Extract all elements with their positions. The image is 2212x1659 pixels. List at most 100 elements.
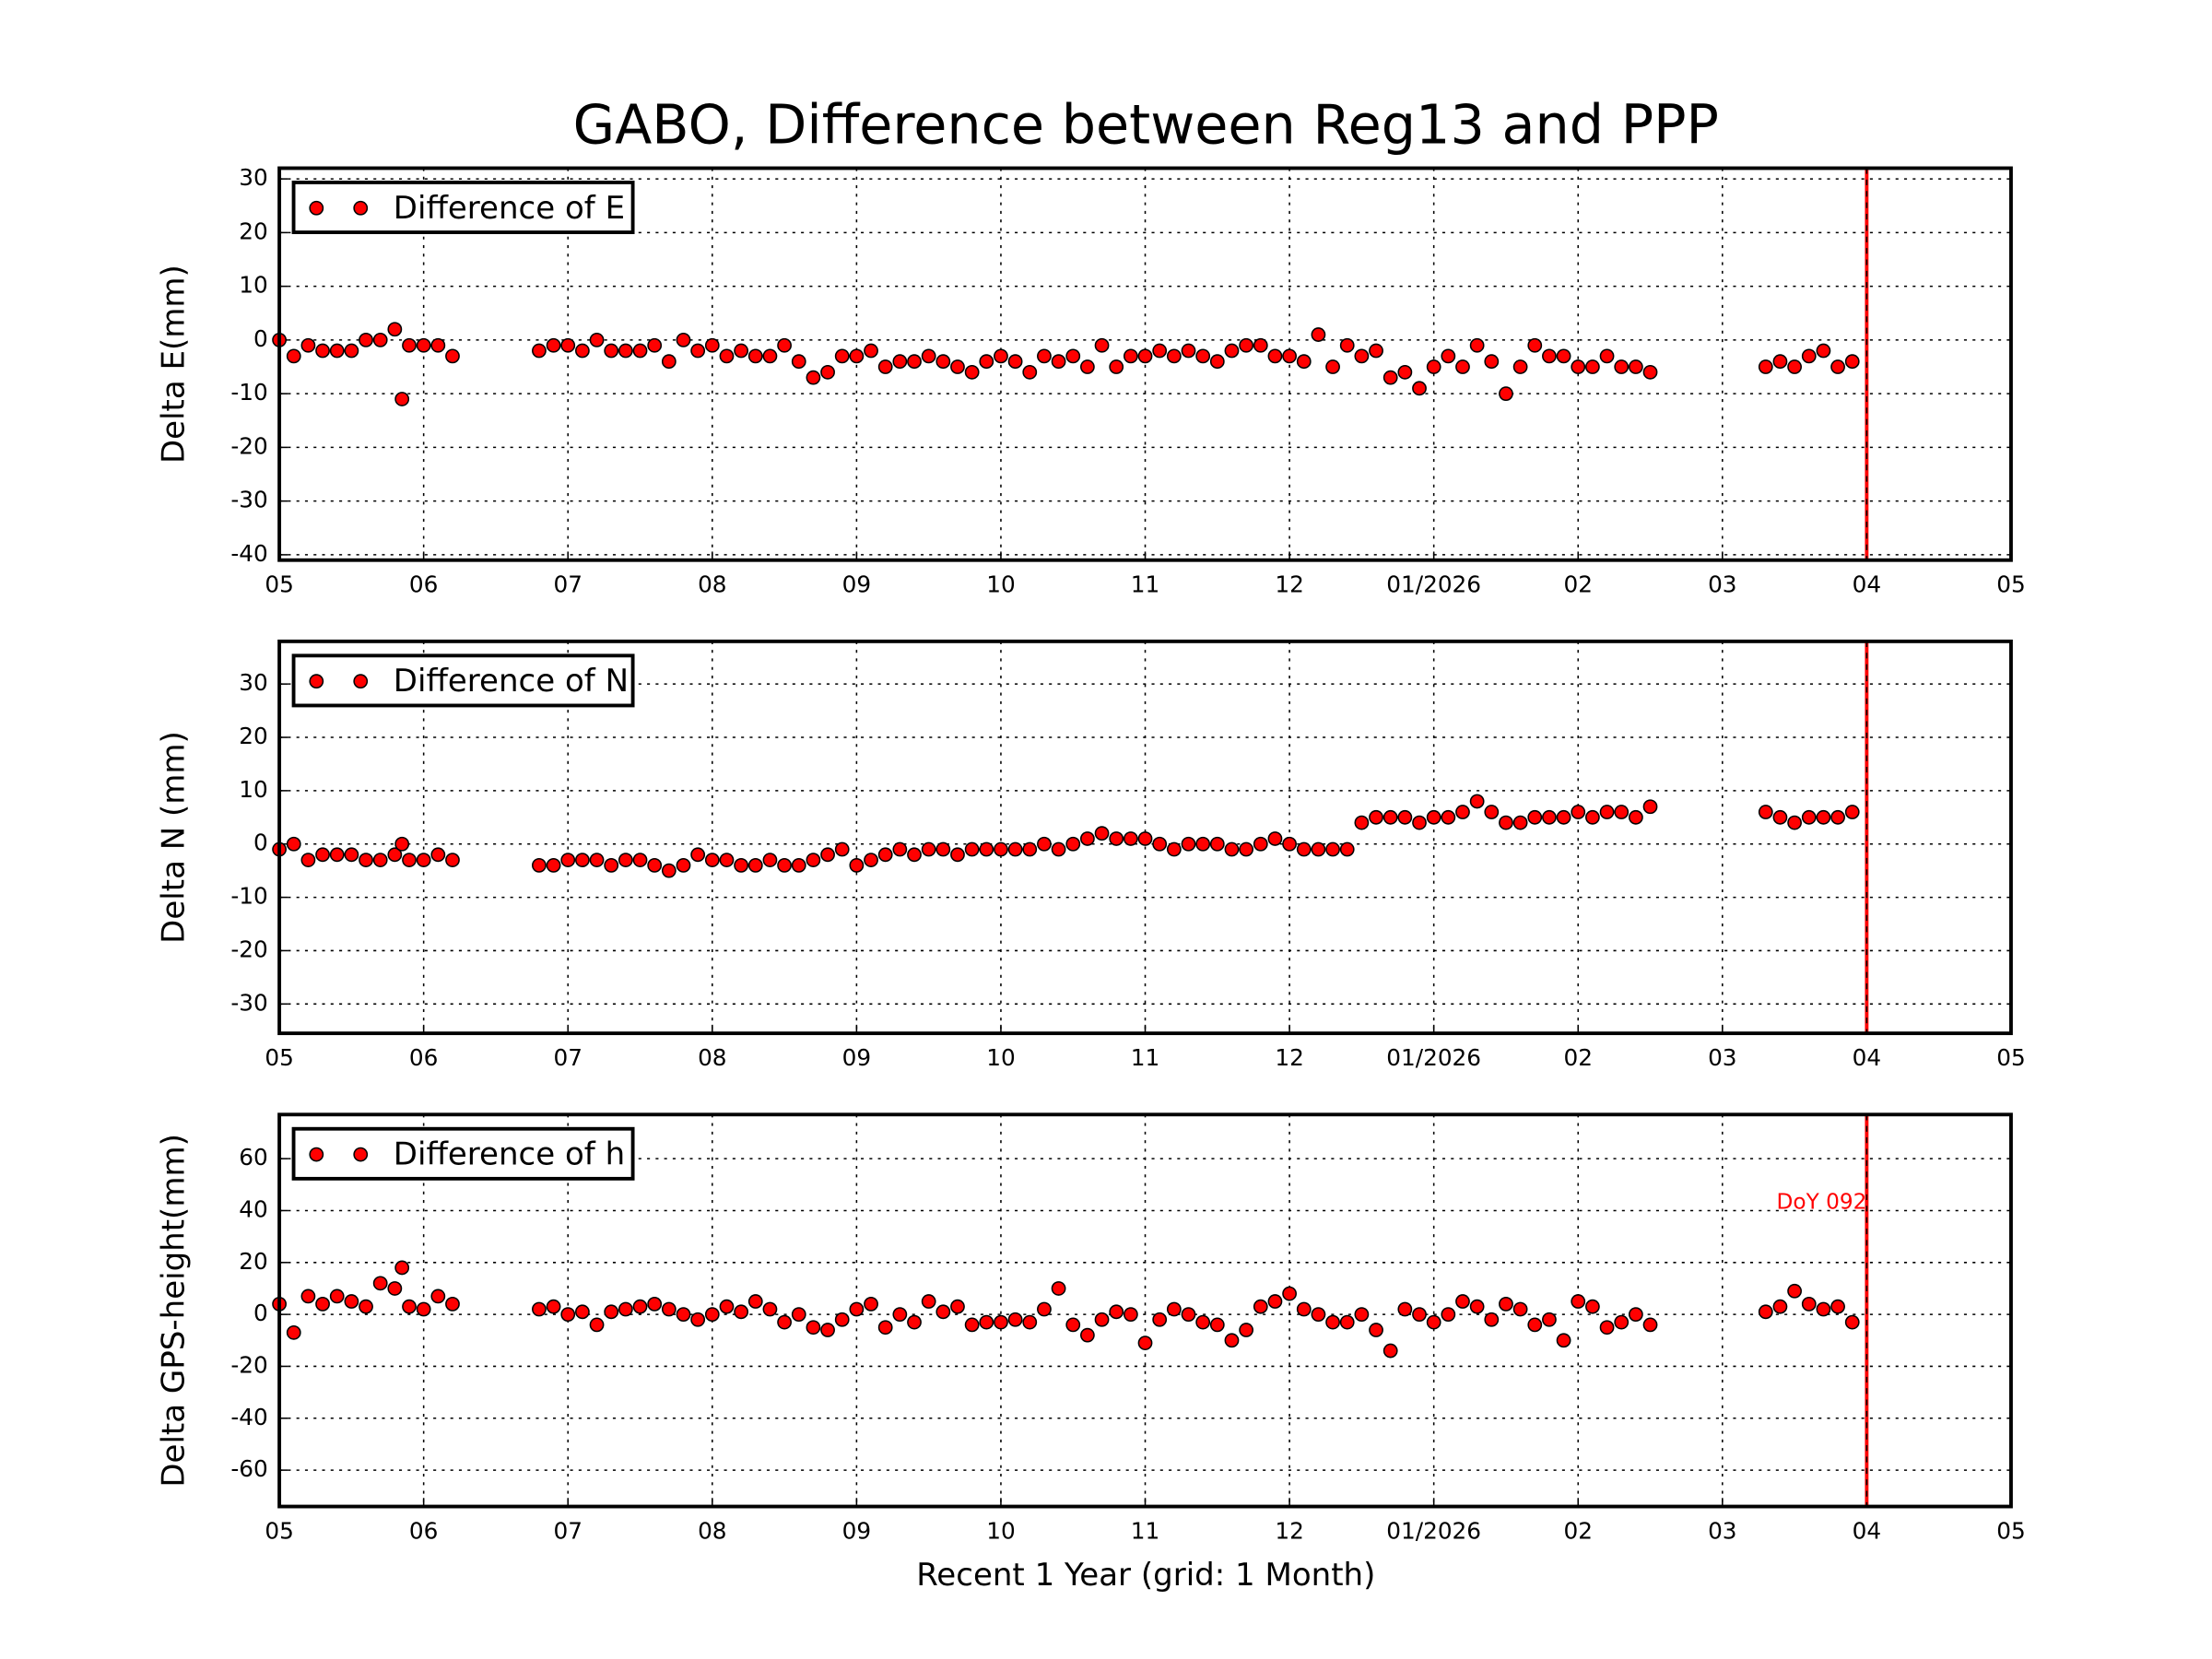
data-point bbox=[1556, 1333, 1571, 1348]
data-point bbox=[1325, 359, 1340, 374]
x-tick-label: 11 bbox=[1131, 571, 1159, 598]
data-point bbox=[1065, 836, 1081, 852]
x-axis-label: Recent 1 Year (grid: 1 Month) bbox=[916, 1557, 1375, 1594]
data-point bbox=[1339, 1314, 1355, 1330]
x-tick-label: 07 bbox=[553, 1044, 582, 1071]
legend-marker bbox=[353, 200, 369, 216]
data-point bbox=[1037, 1301, 1052, 1317]
data-point bbox=[1556, 348, 1571, 364]
data-point bbox=[344, 1294, 359, 1309]
data-point bbox=[1282, 348, 1297, 364]
legend-box bbox=[291, 653, 635, 708]
data-point bbox=[387, 1281, 403, 1296]
data-point bbox=[1382, 1343, 1398, 1359]
data-point bbox=[1166, 1301, 1182, 1317]
data-point bbox=[1109, 831, 1124, 846]
data-point bbox=[632, 343, 648, 359]
y-axis-label: Delta N (mm) bbox=[156, 731, 193, 944]
x-tick-label: 09 bbox=[842, 1044, 871, 1071]
data-point bbox=[1542, 1312, 1557, 1327]
data-point bbox=[994, 841, 1008, 857]
data-point bbox=[1801, 1296, 1817, 1312]
data-point bbox=[1022, 364, 1038, 380]
x-tick-label: 01/2026 bbox=[1386, 571, 1481, 598]
data-point bbox=[921, 841, 936, 857]
legend-marker bbox=[353, 674, 369, 689]
data-point bbox=[979, 841, 994, 857]
data-point bbox=[1512, 359, 1528, 374]
y-tick-label: 60 bbox=[239, 1144, 267, 1171]
data-point bbox=[632, 853, 648, 867]
data-point bbox=[1094, 1312, 1110, 1327]
legend-marker bbox=[309, 674, 324, 689]
data-point bbox=[1311, 1307, 1326, 1323]
data-point bbox=[1109, 1304, 1124, 1320]
data-point bbox=[1007, 354, 1023, 370]
data-point bbox=[1109, 359, 1124, 374]
data-point bbox=[877, 847, 893, 863]
data-point bbox=[1224, 841, 1240, 857]
data-point bbox=[1339, 841, 1355, 857]
data-point bbox=[1007, 841, 1023, 857]
y-tick-label: -10 bbox=[230, 379, 267, 406]
data-point bbox=[1123, 831, 1138, 846]
data-point bbox=[1354, 348, 1370, 364]
data-point bbox=[1499, 386, 1513, 402]
data-point bbox=[1282, 1286, 1297, 1301]
data-point bbox=[1239, 841, 1254, 857]
figure-title: GABO, Difference between Reg13 and PPP bbox=[573, 92, 1719, 156]
data-point bbox=[1441, 809, 1456, 825]
data-point bbox=[877, 359, 893, 374]
data-point bbox=[1181, 836, 1196, 852]
data-point bbox=[394, 836, 410, 852]
data-point bbox=[1585, 1299, 1600, 1314]
y-tick-label: -20 bbox=[230, 432, 267, 459]
data-point bbox=[416, 853, 431, 867]
data-point bbox=[1527, 809, 1543, 825]
plot-frame bbox=[277, 1112, 2013, 1509]
data-point bbox=[1441, 1307, 1456, 1323]
data-point bbox=[1772, 354, 1788, 370]
data-point bbox=[1527, 337, 1543, 353]
y-tick-label: -20 bbox=[230, 1351, 267, 1378]
data-point bbox=[719, 853, 735, 867]
data-point bbox=[532, 343, 547, 359]
data-point bbox=[632, 1299, 648, 1314]
data-point bbox=[676, 333, 691, 347]
legend-box bbox=[291, 181, 635, 234]
data-point bbox=[1382, 809, 1398, 825]
data-point bbox=[359, 1299, 373, 1314]
data-point bbox=[994, 348, 1008, 364]
data-point bbox=[1787, 359, 1802, 374]
data-point bbox=[560, 1307, 576, 1323]
x-tick-label: 04 bbox=[1853, 1517, 1881, 1544]
data-point bbox=[1253, 337, 1268, 353]
data-point bbox=[1369, 343, 1383, 359]
x-tick-label: 04 bbox=[1853, 1044, 1881, 1071]
panel: 05 06 07 08 09 10 11 12 01/2026 02 03 04 05 -60 -40 -20… bbox=[156, 1112, 2026, 1544]
data-point bbox=[1801, 809, 1817, 825]
data-point bbox=[994, 1314, 1008, 1330]
data-point bbox=[359, 333, 373, 347]
x-tick-label: 09 bbox=[842, 571, 871, 598]
x-tick-label: 08 bbox=[698, 1517, 726, 1544]
y-tick-label: 30 bbox=[239, 669, 267, 696]
data-point bbox=[1571, 805, 1586, 819]
y-tick-label: 0 bbox=[253, 325, 268, 352]
data-point bbox=[1758, 805, 1773, 819]
data-point bbox=[1239, 337, 1254, 353]
data-point bbox=[661, 354, 677, 370]
data-point bbox=[704, 1307, 720, 1323]
y-axis-label: Delta E(mm) bbox=[156, 265, 193, 464]
data-point bbox=[1455, 359, 1470, 374]
data-point bbox=[1152, 836, 1168, 852]
x-tick-label: 05 bbox=[265, 571, 293, 598]
data-point bbox=[1253, 836, 1268, 852]
data-point bbox=[1830, 1299, 1845, 1314]
x-tick-label: 07 bbox=[553, 1517, 582, 1544]
data-point bbox=[1325, 841, 1340, 857]
data-point bbox=[1499, 815, 1513, 830]
data-point bbox=[964, 841, 980, 857]
data-point bbox=[1369, 809, 1383, 825]
data-point bbox=[1512, 815, 1528, 830]
